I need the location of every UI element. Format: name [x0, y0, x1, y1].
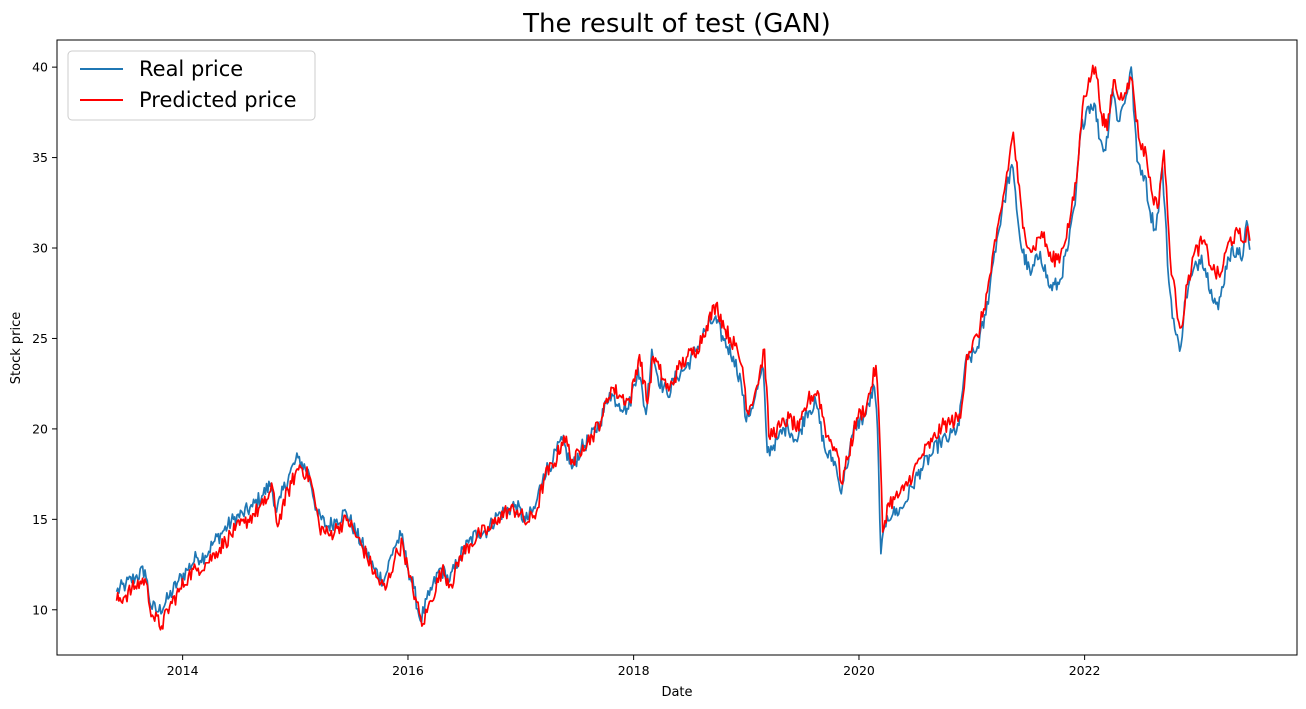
- x-tick-label: 2016: [392, 663, 424, 678]
- series-layer: [115, 64, 1251, 631]
- plot-area: [56, 39, 1298, 656]
- y-tick-label: 30: [32, 241, 48, 256]
- legend-label-predicted: Predicted price: [139, 88, 297, 112]
- x-axis-label: Date: [661, 685, 692, 700]
- x-tick-label: 2020: [843, 663, 875, 678]
- plot-frame: [56, 39, 1298, 656]
- y-tick-label: 20: [32, 421, 48, 436]
- chart-title: The result of test (GAN): [522, 9, 831, 39]
- y-axis-ticks: 10 15 20 25 30 35 40: [32, 60, 57, 617]
- y-tick-label: 15: [32, 512, 48, 527]
- y-tick-label: 25: [32, 331, 48, 346]
- x-tick-label: 2018: [618, 663, 650, 678]
- legend: Real price Predicted price: [67, 50, 316, 121]
- legend-label-real: Real price: [139, 57, 243, 81]
- legend-box: [67, 50, 316, 121]
- series-line-predicted-price: [115, 64, 1251, 631]
- series-line-real-price: [115, 66, 1251, 624]
- x-tick-label: 2014: [167, 663, 199, 678]
- y-tick-label: 35: [32, 150, 48, 165]
- x-tick-label: 2022: [1069, 663, 1101, 678]
- x-axis-ticks: 2014 2016 2018 2020 2022: [167, 655, 1101, 678]
- y-axis-label: Stock price: [9, 312, 24, 384]
- y-tick-label: 40: [32, 60, 48, 75]
- y-tick-label: 10: [32, 602, 48, 617]
